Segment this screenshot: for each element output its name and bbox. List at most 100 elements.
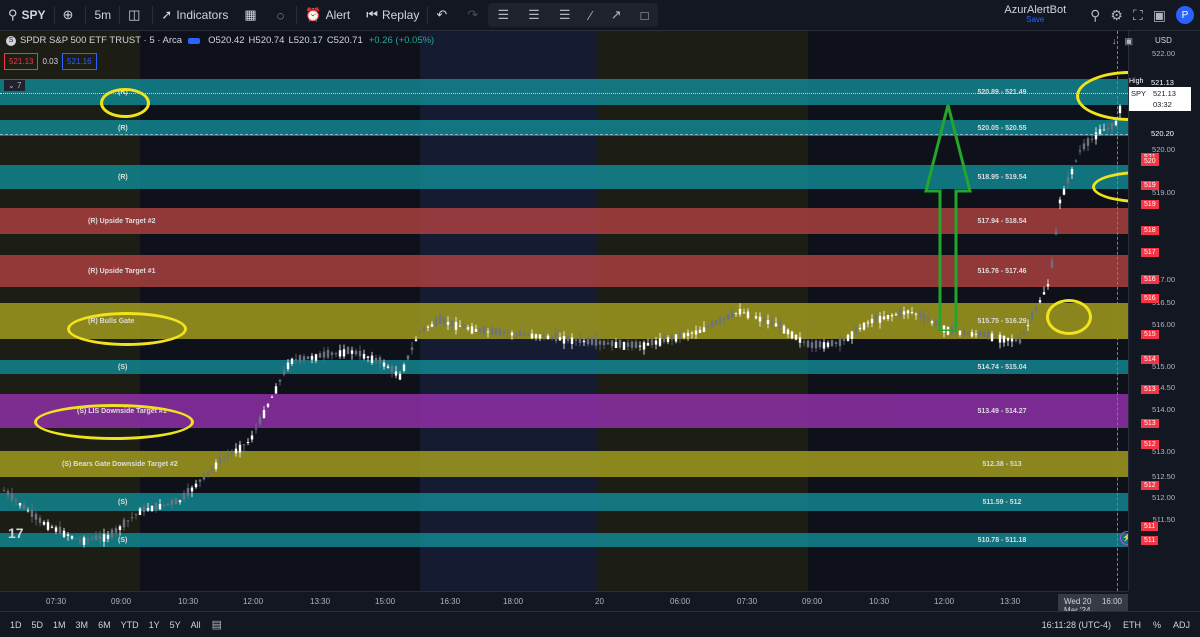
- time-tick: 20: [595, 597, 604, 606]
- time-tick: 09:00: [802, 597, 823, 606]
- candle-body: [878, 315, 882, 323]
- level-badge: 515: [1141, 330, 1159, 339]
- layout-button[interactable]: AzurAlertBot Save: [1004, 5, 1066, 25]
- adjust-toggle[interactable]: ADJ: [1172, 619, 1190, 630]
- candle-body: [1082, 143, 1086, 150]
- candle-body: [874, 315, 878, 322]
- range-button-3m[interactable]: 3M: [75, 619, 89, 630]
- candle-body: [122, 519, 126, 528]
- zone-band[interactable]: (R) 518.95 - 519.54: [0, 165, 1128, 189]
- clock[interactable]: 16:11:28 (UTC-4): [1041, 619, 1111, 630]
- candle-body: [70, 536, 74, 539]
- candle-body: [574, 339, 578, 341]
- candle-body: [490, 327, 494, 335]
- zone-band[interactable]: (S) 514.74 - 515.04: [0, 360, 1128, 374]
- divider: [119, 6, 121, 24]
- zone-band[interactable]: (S) Bears Gate Downside Target #2 512.38 …: [0, 451, 1128, 477]
- redo-button[interactable]: ↷: [459, 0, 490, 30]
- candle-body: [230, 452, 234, 454]
- candle-body: [678, 334, 682, 338]
- indicators-collapse[interactable]: ⌄ 7: [4, 80, 26, 91]
- candle-body: [674, 334, 678, 342]
- fullscreen-icon[interactable]: ⛶: [1132, 6, 1143, 23]
- zone-band[interactable]: (S) 510.78 - 511.18: [0, 533, 1128, 547]
- sliders-icon[interactable]: ☰: [558, 7, 571, 22]
- time-tick: 16:30: [440, 597, 461, 606]
- highlight-ellipse: [1046, 299, 1092, 335]
- settings-icon[interactable]: ⚙: [1110, 6, 1123, 23]
- range-button-ytd[interactable]: YTD: [120, 619, 139, 630]
- range-button-6m[interactable]: 6M: [98, 619, 111, 630]
- candle-body: [1014, 338, 1018, 342]
- candle-body: [330, 352, 334, 355]
- highlight-ellipse: [100, 88, 150, 118]
- candle-body: [58, 526, 62, 534]
- alert-button[interactable]: ⏰ Alert: [297, 0, 358, 30]
- lightning-icon[interactable]: ⚡: [1120, 531, 1128, 545]
- range-button-5d[interactable]: 5D: [31, 619, 44, 630]
- range-button-all[interactable]: All: [190, 619, 201, 630]
- camera-icon[interactable]: ▣: [1152, 6, 1166, 23]
- undo-button[interactable]: ↶: [428, 0, 459, 30]
- candle-body: [454, 322, 458, 330]
- zone-range: 512.38 - 513: [982, 460, 1022, 468]
- ray-icon[interactable]: ↗: [610, 7, 622, 22]
- candle-body: [894, 314, 898, 316]
- candle-body: [858, 327, 862, 330]
- candle-body: [46, 522, 50, 530]
- interval-button[interactable]: 5m: [86, 0, 119, 30]
- session-toggle[interactable]: ETH: [1122, 619, 1141, 630]
- candle-body: [1026, 324, 1030, 326]
- chart-pane[interactable]: (R) 520.89 - 521.49 (R) 520.05 - 520.55 (R) 5…: [0, 31, 1128, 591]
- zone-range: 517.94 - 518.54: [977, 217, 1027, 225]
- chart-type-button[interactable]: ◫: [120, 0, 152, 30]
- trendline-icon[interactable]: ∕: [589, 7, 592, 23]
- price-tick: 520.00: [1152, 145, 1175, 154]
- bid-price[interactable]: 521.13: [4, 53, 39, 70]
- date-range-icon[interactable]: ▤: [211, 619, 223, 631]
- time-tick: 15:00: [375, 597, 396, 606]
- candle-body: [1018, 337, 1022, 344]
- candle-body: [934, 320, 938, 326]
- price-axis[interactable]: USD 522.00 520.00 519.00 517.00 516.50 516.00…: [1128, 31, 1200, 591]
- search-icon[interactable]: ⚲: [1090, 6, 1101, 23]
- candle-body: [26, 510, 30, 512]
- sliders-icon[interactable]: ☰: [528, 7, 540, 22]
- candle-body: [690, 332, 694, 334]
- templates-button[interactable]: ▦: [236, 0, 268, 30]
- symbol-search[interactable]: ⚲ SPY: [0, 0, 54, 30]
- range-button-1d[interactable]: 1D: [10, 619, 22, 630]
- zone-band[interactable]: (S) 511.59 - 512: [0, 493, 1128, 511]
- candle-body: [502, 332, 506, 334]
- range-button-5y[interactable]: 5Y: [169, 619, 181, 630]
- indicators-button[interactable]: ➚ Indicators: [153, 0, 236, 30]
- cursor-time: 16:00: [1101, 597, 1122, 606]
- range-button-1m[interactable]: 1M: [53, 619, 66, 630]
- tradingview-logo: 17: [8, 525, 24, 541]
- legend-low: L520.17: [288, 35, 323, 46]
- candle-body: [358, 350, 362, 357]
- price-tick: 519.00: [1152, 188, 1175, 197]
- zone-band[interactable]: (R) 520.05 - 520.55: [0, 120, 1128, 136]
- candle-body: [606, 342, 610, 345]
- candle-body: [246, 442, 250, 444]
- candle-body: [1050, 260, 1054, 268]
- scroll-down-icon[interactable]: ↓: [1112, 36, 1117, 46]
- avatar[interactable]: P: [1176, 6, 1194, 24]
- candle-body: [558, 337, 562, 341]
- range-button-1y[interactable]: 1Y: [148, 619, 160, 630]
- ask-price[interactable]: 521.16: [62, 53, 97, 70]
- legend-open: O520.42: [208, 35, 245, 46]
- zone-band[interactable]: (R) 520.89 - 521.49: [0, 79, 1128, 105]
- time-axis[interactable]: 07:30 09:00 10:30 12:00 13:30 15:00 16:30 18:00…: [0, 591, 1128, 618]
- replay-button[interactable]: ⏮ Replay: [358, 0, 427, 30]
- currency-label[interactable]: USD: [1155, 36, 1172, 45]
- compare-button[interactable]: ⊕: [55, 0, 86, 30]
- tools-button[interactable]: ◌: [269, 0, 297, 30]
- percent-toggle[interactable]: %: [1152, 619, 1161, 630]
- high-text: High: [1129, 78, 1144, 85]
- candle-body: [1046, 284, 1050, 287]
- rectangle-icon[interactable]: □: [640, 7, 649, 23]
- maximize-icon[interactable]: ▣: [1124, 36, 1134, 46]
- sliders-icon[interactable]: ☰: [497, 7, 510, 22]
